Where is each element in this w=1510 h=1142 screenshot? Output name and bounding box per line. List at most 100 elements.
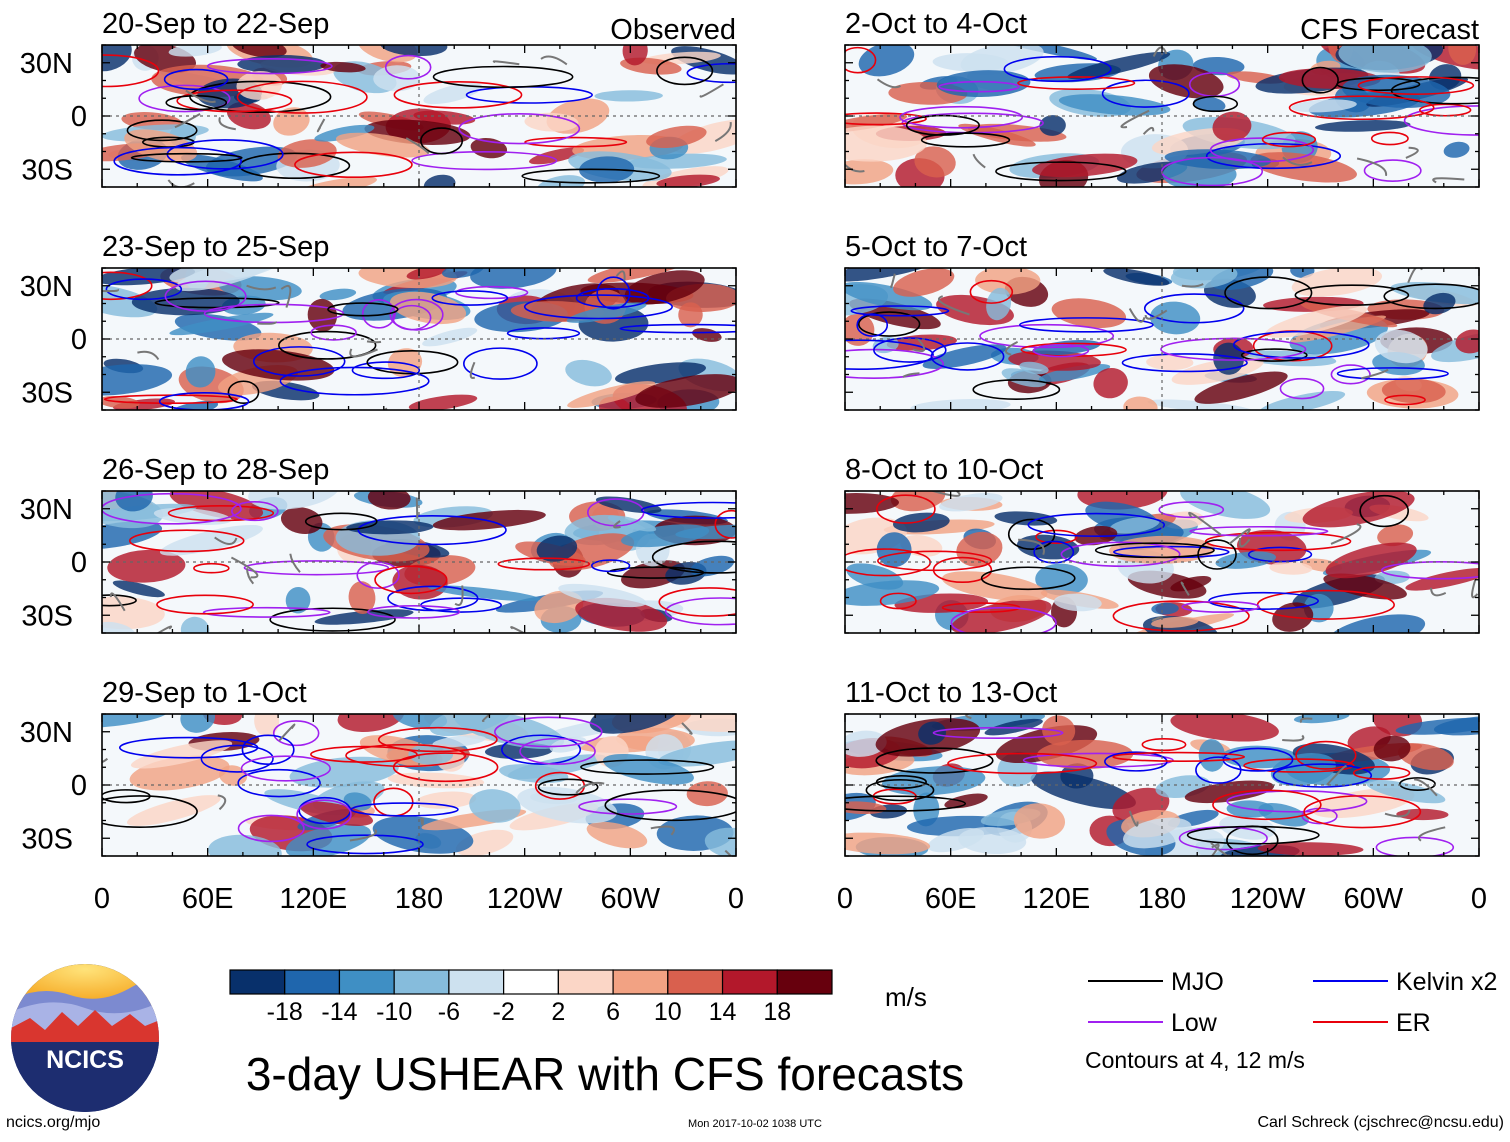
- y-tick-label: 30N: [20, 494, 73, 526]
- contour-line: [494, 716, 603, 748]
- coastline: [613, 520, 621, 529]
- shading-blob: [622, 45, 648, 66]
- shading-blob: [367, 491, 411, 510]
- contour-line: [1022, 752, 1174, 768]
- coastline: [454, 585, 464, 606]
- shading-blob: [126, 795, 221, 826]
- contour-line: [1112, 600, 1250, 632]
- main-title: 3-day USHEAR with CFS forecasts: [246, 1048, 964, 1100]
- contour-line: [1301, 66, 1339, 94]
- contour-line: [969, 279, 1014, 304]
- shading-blob: [845, 730, 887, 757]
- colorbar-swatch: [393, 969, 450, 995]
- contour-line: [972, 379, 1061, 400]
- contour-line: [1261, 131, 1317, 148]
- contour-line: [865, 779, 935, 802]
- coastline: [902, 372, 920, 378]
- coastline: [246, 568, 255, 585]
- shading-blob: [1269, 561, 1313, 575]
- coastline: [1417, 826, 1446, 842]
- contour-note: Contours at 4, 12 m/s: [1085, 1047, 1305, 1073]
- footer-url: ncics.org/mjo: [6, 1114, 100, 1131]
- shading-blob: [1170, 714, 1279, 742]
- contour-line: [1295, 740, 1357, 770]
- shading-blob: [1377, 524, 1414, 547]
- contour-line: [1363, 159, 1422, 182]
- contour-line: [899, 105, 1024, 129]
- shading-blob: [656, 174, 720, 187]
- contour-line: [458, 112, 581, 145]
- contour-line: [1303, 795, 1422, 829]
- shading-blob: [1036, 739, 1134, 770]
- contour-line: [1272, 763, 1373, 788]
- shading-blob: [300, 801, 374, 826]
- coastline: [1414, 778, 1438, 797]
- shading-blob: [130, 740, 233, 769]
- shading-blob: [944, 793, 988, 809]
- contour-line: [102, 789, 151, 804]
- colorbar-unit: m/s: [885, 982, 927, 1012]
- x-tick-label: 60W: [601, 883, 661, 915]
- panel-label: 5-Oct to 7-Oct: [845, 231, 1027, 263]
- shading-blob: [168, 45, 222, 57]
- contour-line: [606, 566, 705, 579]
- contour-line: [1101, 79, 1190, 108]
- contour-line: [1035, 529, 1078, 545]
- coastline: [481, 714, 492, 722]
- contour-line: [1359, 494, 1409, 528]
- contour-line: [1288, 95, 1435, 121]
- x-tick-label: 0: [94, 883, 110, 915]
- shading-blob: [1184, 780, 1275, 804]
- contour-line: [930, 342, 1005, 371]
- shading-blob: [131, 287, 240, 316]
- y-tick-label: 0: [71, 324, 87, 356]
- shading-blob: [470, 268, 557, 289]
- contour-line: [102, 54, 160, 88]
- shading-blob: [319, 288, 357, 301]
- contour-line: [519, 737, 596, 765]
- shading-blob: [1291, 268, 1383, 297]
- shading-blob: [1395, 717, 1479, 735]
- contour-line: [158, 392, 250, 410]
- shading-blob: [686, 781, 728, 807]
- contour-line: [310, 745, 418, 763]
- x-tick-label: 120E: [279, 883, 347, 915]
- contour-line: [1375, 836, 1455, 856]
- shading-blob: [285, 824, 372, 856]
- contour-line: [664, 597, 736, 626]
- contour-line: [1208, 591, 1319, 610]
- contour-line: [411, 150, 558, 171]
- contour-line: [367, 605, 461, 619]
- shading-blob: [1146, 354, 1194, 371]
- contour-line: [1033, 540, 1075, 564]
- coastline: [1180, 581, 1190, 596]
- shading-blob: [346, 520, 434, 535]
- y-tick-label: 30N: [20, 271, 73, 303]
- coastline: [469, 361, 476, 379]
- x-tick-label: 120W: [487, 883, 563, 915]
- contour-line: [995, 161, 1127, 182]
- colorbar-label: -6: [438, 998, 460, 1026]
- contour-line: [189, 80, 332, 114]
- contour-line: [238, 152, 351, 180]
- shading-blob: [845, 113, 908, 133]
- contour-line: [272, 720, 320, 747]
- y-tick-label: 30S: [21, 377, 73, 409]
- contour-line: [1279, 377, 1325, 400]
- shading-blob: [986, 45, 1098, 61]
- legend: MJO Kelvin x2 Low ER: [1088, 968, 1497, 1037]
- shading-blob: [1151, 602, 1179, 615]
- shading-blob: [102, 45, 132, 72]
- shading-blob: [675, 524, 736, 540]
- contour-line: [1226, 790, 1368, 813]
- contour-line: [163, 68, 229, 91]
- coastline: [420, 817, 424, 826]
- shading-blob: [231, 45, 287, 58]
- shading-blob: [594, 90, 663, 102]
- shading-blob: [180, 714, 216, 733]
- shading-blob: [1053, 593, 1102, 612]
- panel-label: 2-Oct to 4-Oct: [845, 8, 1027, 40]
- legend-label: Kelvin x2: [1396, 968, 1497, 996]
- shading-blob: [1325, 542, 1417, 579]
- legend-label: ER: [1396, 1009, 1431, 1037]
